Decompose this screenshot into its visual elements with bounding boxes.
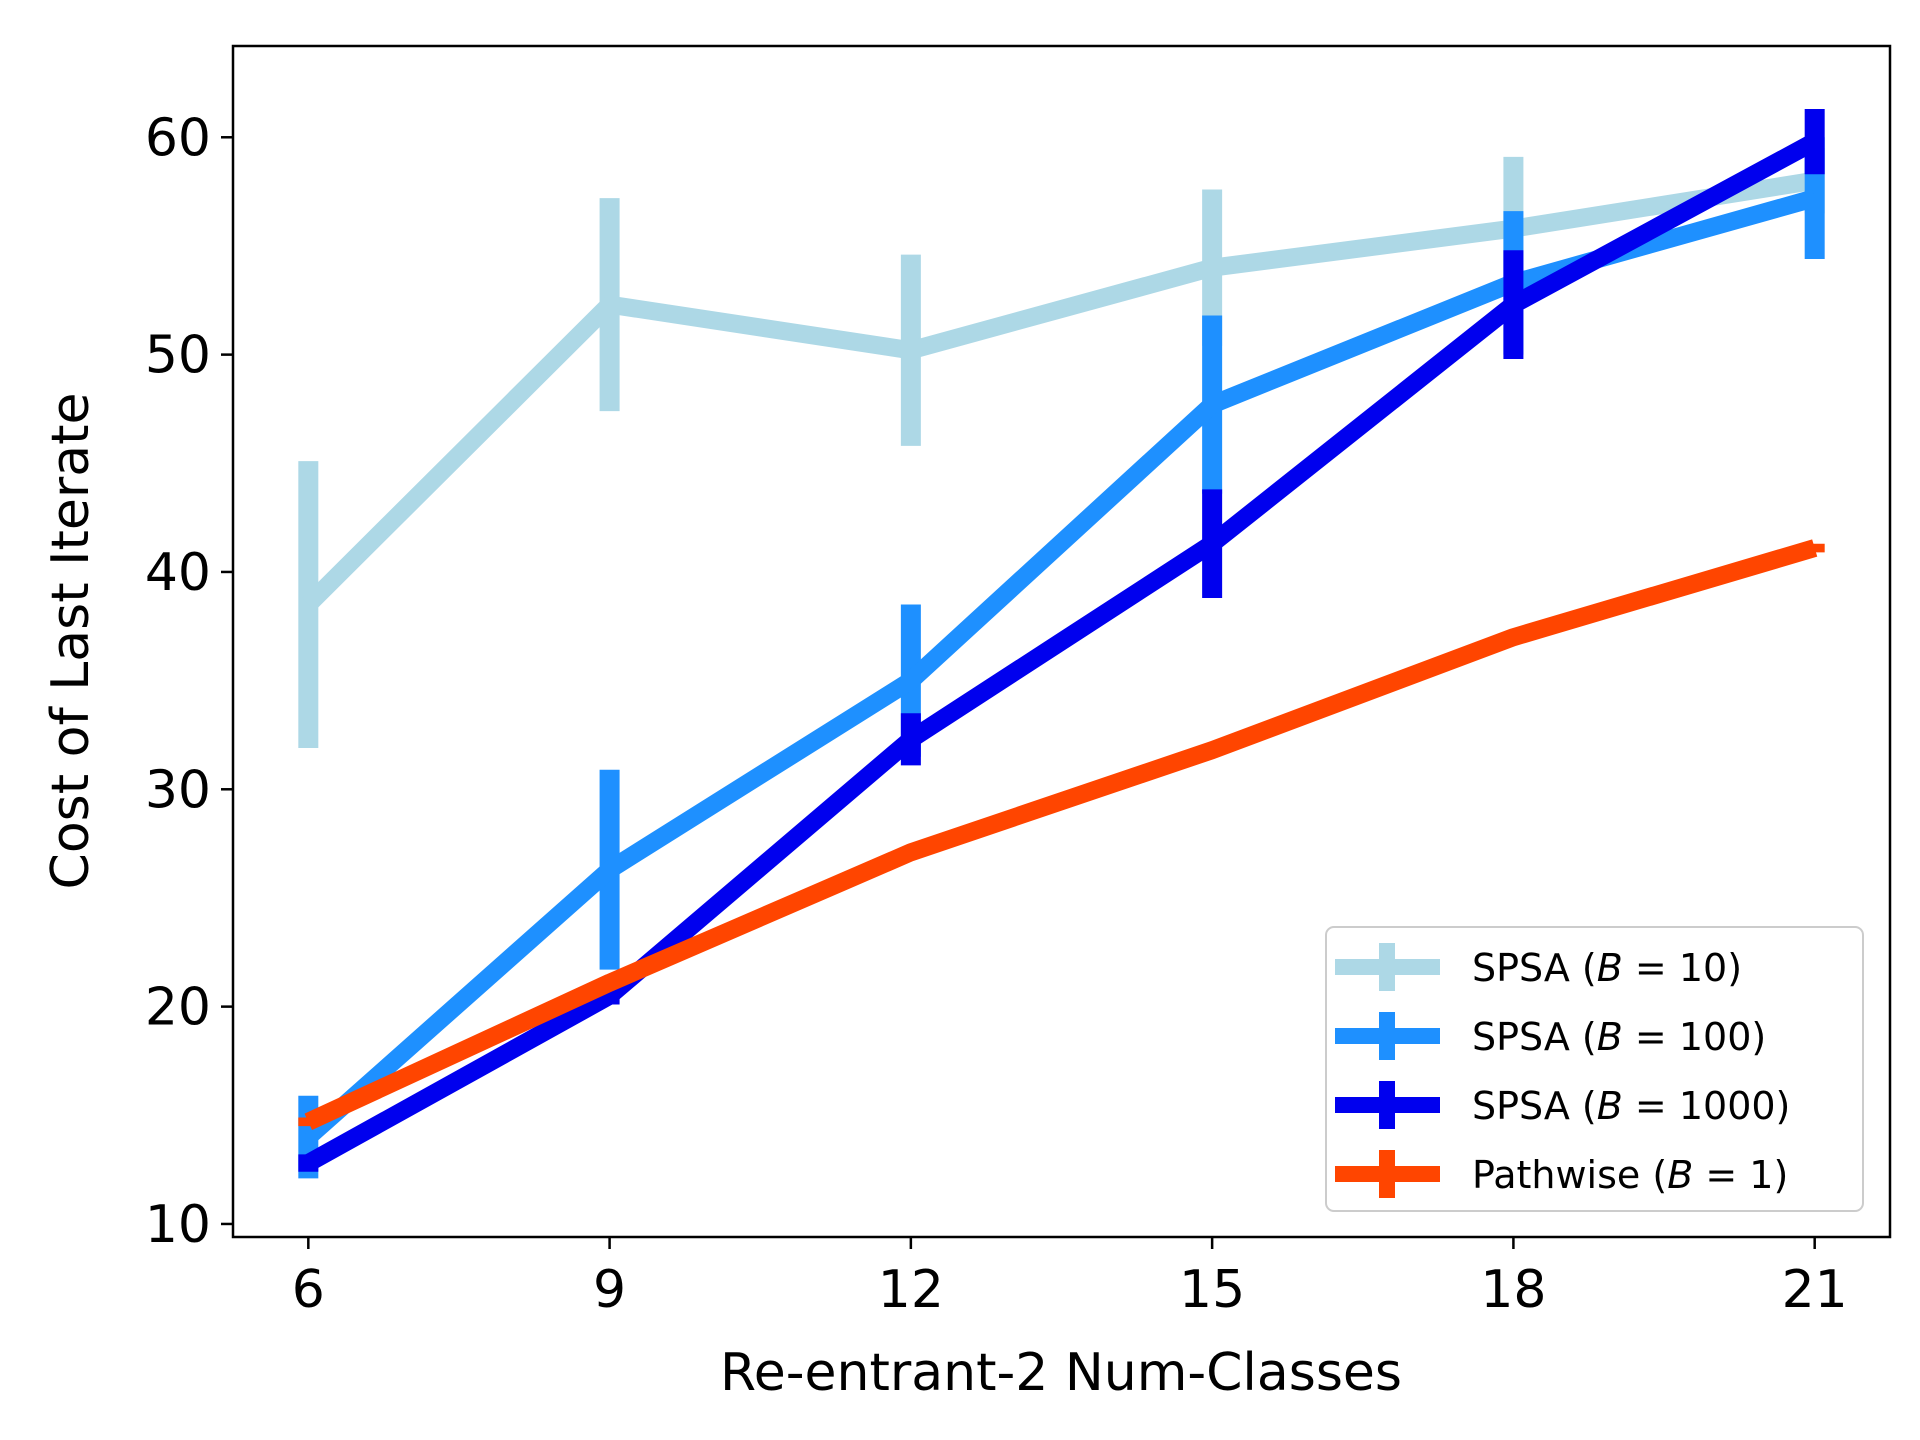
series-3 (298, 109, 1825, 1172)
legend: SPSA (B = 10) SPSA (B = 100) SPSA (B = 100… (1325, 926, 1864, 1212)
y-tick-label: 30 (145, 760, 211, 820)
series-4 (298, 539, 1825, 1130)
legend-label: SPSA (B = 100) (1472, 1015, 1766, 1059)
x-axis: 6 9 12 15 18 21 (292, 1237, 1848, 1320)
series-layer (298, 109, 1825, 1179)
series-line (301, 171, 1817, 611)
y-tick-label: 20 (145, 978, 211, 1038)
x-tick-label: 21 (1782, 1260, 1848, 1320)
series-line (303, 133, 1819, 1171)
x-axis-label: Re-entrant-2 Num-Classes (720, 1343, 1402, 1403)
y-tick-label: 40 (145, 543, 211, 603)
legend-label: SPSA (B = 10) (1472, 946, 1742, 990)
y-axis: 10 20 30 40 50 60 (145, 108, 233, 1255)
x-tick-label: 9 (593, 1260, 626, 1320)
x-tick-label: 6 (292, 1260, 325, 1320)
x-tick-label: 12 (878, 1260, 944, 1320)
series-line (304, 539, 1818, 1130)
legend-label: SPSA (B = 1000) (1472, 1084, 1790, 1128)
legend-box (1325, 926, 1864, 1212)
x-tick-label: 15 (1179, 1260, 1245, 1320)
y-tick-label: 50 (145, 326, 211, 386)
plot-frame (231, 44, 1892, 1239)
y-tick-label: 60 (145, 108, 211, 168)
y-tick-label: 10 (145, 1195, 211, 1255)
legend-label: Pathwise (B = 1) (1472, 1153, 1788, 1197)
x-tick-label: 18 (1480, 1260, 1546, 1320)
y-axis-label: Cost of Last Iterate (41, 393, 101, 890)
